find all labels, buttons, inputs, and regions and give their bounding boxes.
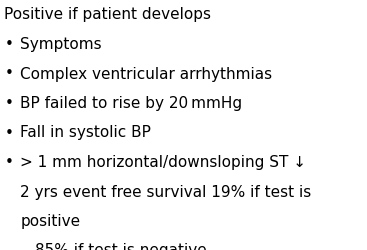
Text: > 1 mm horizontal/downsloping ST ↓: > 1 mm horizontal/downsloping ST ↓ <box>20 155 306 170</box>
Text: •: • <box>4 155 13 170</box>
Text: Complex ventricular arrhythmias: Complex ventricular arrhythmias <box>20 66 272 82</box>
Text: •: • <box>4 66 13 82</box>
Text: Positive if patient develops: Positive if patient develops <box>4 8 211 22</box>
Text: Fall in systolic BP: Fall in systolic BP <box>20 126 151 140</box>
Text: positive: positive <box>20 214 80 229</box>
Text: Symptoms: Symptoms <box>20 37 102 52</box>
Text: 85% if test is negative: 85% if test is negative <box>35 244 207 250</box>
Text: •: • <box>4 37 13 52</box>
Text: BP failed to rise by 20 mmHg: BP failed to rise by 20 mmHg <box>20 96 242 111</box>
Text: •: • <box>4 126 13 140</box>
Text: 2 yrs event free survival 19% if test is: 2 yrs event free survival 19% if test is <box>20 184 312 200</box>
Text: •: • <box>4 96 13 111</box>
